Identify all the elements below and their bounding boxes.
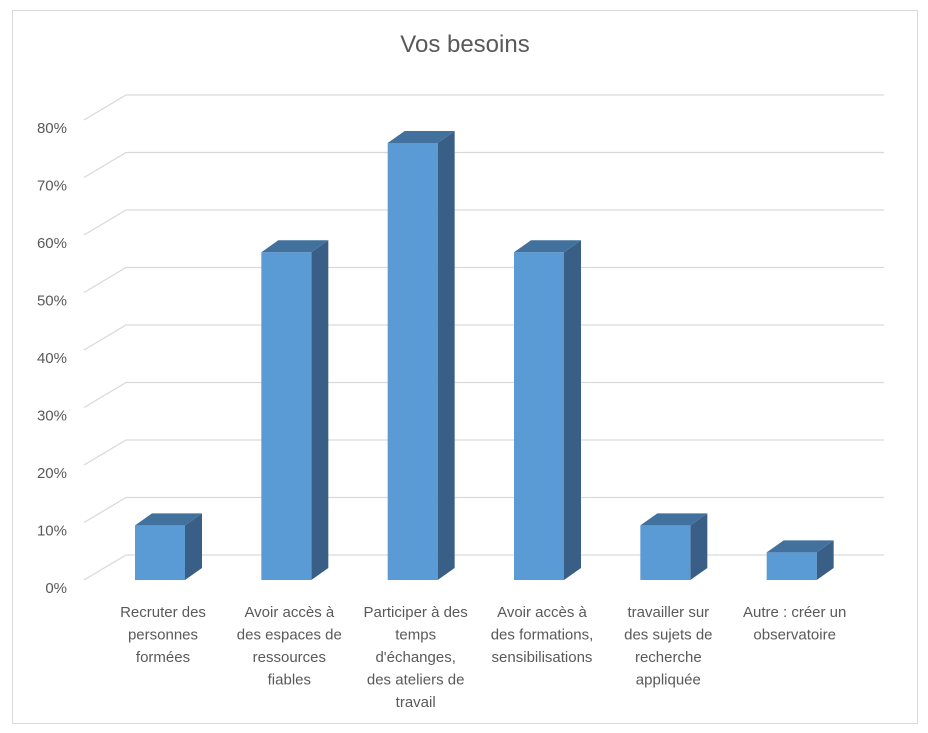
- gridline: [83, 439, 884, 466]
- bar-top: [387, 131, 455, 143]
- y-tick-label: 70%: [37, 178, 67, 195]
- bar-side: [185, 513, 202, 580]
- bar-top: [766, 540, 834, 553]
- gridline: [83, 266, 884, 294]
- bar-front: [640, 525, 691, 580]
- x-category-label: Recruter des personnes formées: [120, 604, 206, 666]
- gridline: [83, 324, 884, 351]
- bar-top: [514, 240, 581, 253]
- chart-title: Vos besoins: [400, 31, 529, 58]
- bar-front: [766, 552, 817, 580]
- x-category-label: Autre : créer un observatoire: [743, 604, 846, 644]
- gridline: [83, 381, 884, 409]
- gridline: [83, 496, 884, 524]
- y-tick-label: 40%: [37, 350, 67, 367]
- bar-side: [690, 513, 708, 580]
- bar-front: [261, 252, 312, 580]
- y-tick-label: 0%: [45, 580, 67, 597]
- gridline: [83, 554, 884, 581]
- chart-frame: [12, 10, 918, 724]
- bar-side: [437, 131, 455, 580]
- gridline: [83, 151, 884, 179]
- bar-front: [387, 143, 438, 580]
- gridline: [83, 209, 884, 236]
- bar-side: [816, 540, 834, 580]
- bar: [514, 240, 581, 580]
- bar: [387, 131, 455, 580]
- bar-top: [640, 513, 708, 526]
- bar-front: [514, 252, 564, 580]
- bar-top: [135, 513, 202, 526]
- y-tick-label: 80%: [37, 120, 67, 137]
- y-tick-label: 20%: [37, 465, 67, 482]
- y-tick-label: 50%: [37, 293, 67, 310]
- x-category-label: Participer à des temps d'échanges, des atel…: [364, 604, 468, 711]
- bar: [766, 540, 834, 580]
- x-category-label: travailler sur des sujets de recherche appl…: [624, 604, 712, 689]
- y-tick-label: 10%: [37, 523, 67, 540]
- bar-front: [135, 525, 185, 580]
- y-tick-label: 60%: [37, 235, 67, 252]
- bar: [135, 513, 202, 580]
- bar: [640, 513, 708, 580]
- bar-side: [311, 240, 329, 580]
- x-category-label: Avoir accès à des espaces de ressources fia…: [237, 604, 342, 689]
- gridline: [83, 94, 884, 121]
- bar: [261, 240, 329, 580]
- y-tick-label: 30%: [37, 408, 67, 425]
- bar-side: [564, 240, 581, 580]
- x-category-label: Avoir accès à des formations, sensibilisat…: [491, 604, 594, 666]
- bar-top: [261, 240, 329, 253]
